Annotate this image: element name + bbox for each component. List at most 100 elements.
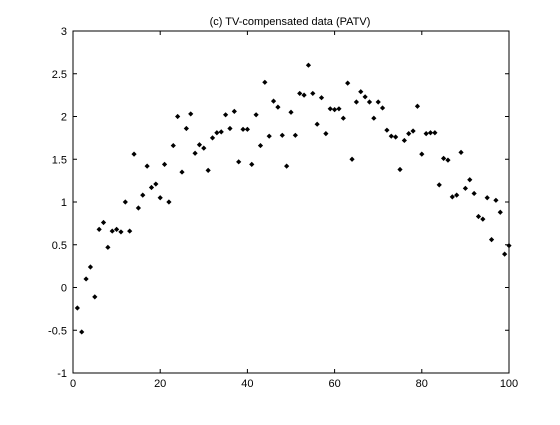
x-tick-label: 60 xyxy=(328,378,340,390)
data-point xyxy=(253,112,259,118)
data-point xyxy=(92,294,98,300)
data-point xyxy=(506,243,512,249)
x-tick-label: 100 xyxy=(500,378,518,390)
axis-ticks xyxy=(72,30,510,374)
data-point xyxy=(262,79,268,85)
data-point xyxy=(257,142,264,149)
data-point xyxy=(131,151,137,157)
data-point xyxy=(327,106,333,112)
data-point xyxy=(153,181,159,187)
data-point xyxy=(87,264,94,270)
y-tick-label: 3 xyxy=(61,26,67,38)
y-tick-label: 0.5 xyxy=(52,240,67,252)
data-point xyxy=(201,145,207,151)
x-tick-label: 80 xyxy=(416,378,428,390)
data-point xyxy=(105,244,111,250)
chart-title: (c) TV-compensated data (PATV) xyxy=(210,16,371,28)
data-point xyxy=(231,108,237,114)
data-point xyxy=(161,161,168,167)
data-point xyxy=(366,99,373,105)
data-point xyxy=(188,111,194,117)
data-point xyxy=(393,134,399,140)
data-point xyxy=(223,112,229,118)
data-point xyxy=(214,130,220,136)
data-point xyxy=(475,213,482,220)
data-point xyxy=(292,132,298,138)
data-point xyxy=(388,133,394,139)
x-tick-label: 0 xyxy=(70,378,76,390)
data-point xyxy=(397,166,403,173)
data-point xyxy=(471,190,477,197)
y-tick-label: -0.5 xyxy=(48,325,67,337)
data-point xyxy=(336,106,342,112)
data-point xyxy=(297,90,303,97)
data-point xyxy=(310,90,316,97)
data-point xyxy=(323,131,329,137)
data-point xyxy=(436,182,442,188)
data-point xyxy=(205,167,211,173)
data-point xyxy=(432,130,438,136)
data-point xyxy=(401,137,407,144)
data-point xyxy=(144,163,150,169)
data-point xyxy=(83,276,89,282)
data-point xyxy=(109,228,115,234)
y-tick-label: 1 xyxy=(61,197,67,209)
axis-tick-labels: 0 20 40 60 80 100 -1 -0.5 0 0.5 1 1.5 2 2.5 3 xyxy=(48,26,518,390)
data-point xyxy=(458,149,464,156)
data-point xyxy=(488,237,495,243)
data-point xyxy=(175,113,181,120)
data-point xyxy=(284,163,290,169)
data-point xyxy=(240,126,246,132)
data-point xyxy=(192,150,198,156)
data-point xyxy=(79,329,85,335)
data-point xyxy=(419,151,425,157)
x-tick-label: 40 xyxy=(241,378,253,390)
data-point xyxy=(454,192,460,198)
data-point xyxy=(183,125,189,132)
data-point xyxy=(462,185,468,191)
data-point xyxy=(427,130,434,136)
data-point xyxy=(414,103,421,109)
data-point xyxy=(100,219,107,226)
data-point xyxy=(249,161,255,167)
data-point xyxy=(480,216,486,222)
data-points xyxy=(74,62,512,335)
data-point xyxy=(467,177,473,183)
data-point xyxy=(445,157,451,163)
data-point xyxy=(227,125,233,132)
data-point xyxy=(157,195,163,201)
data-point xyxy=(484,195,490,201)
data-point xyxy=(279,132,285,138)
data-point xyxy=(74,305,80,311)
data-point xyxy=(318,95,325,101)
data-point xyxy=(236,159,242,165)
data-point xyxy=(244,126,250,132)
data-point xyxy=(449,194,455,200)
data-point xyxy=(148,184,155,191)
data-point xyxy=(305,62,312,68)
data-point xyxy=(270,98,277,104)
data-point xyxy=(314,121,320,127)
data-point xyxy=(96,226,102,232)
y-tick-label: 2 xyxy=(61,112,67,124)
data-point xyxy=(266,133,272,139)
data-point xyxy=(410,128,416,134)
y-tick-label: 2.5 xyxy=(52,69,67,81)
data-point xyxy=(375,99,381,105)
data-point xyxy=(170,142,176,149)
y-tick-label: 1.5 xyxy=(52,154,67,166)
data-point xyxy=(441,155,447,161)
data-point xyxy=(140,192,146,198)
data-point xyxy=(196,142,203,148)
data-point xyxy=(497,209,503,215)
data-point xyxy=(406,131,412,137)
data-point xyxy=(371,115,377,121)
data-point xyxy=(379,105,386,111)
data-point xyxy=(301,92,307,98)
x-tick-label: 20 xyxy=(154,378,166,390)
data-point xyxy=(218,129,224,135)
data-point xyxy=(502,251,508,257)
data-point xyxy=(209,135,216,141)
